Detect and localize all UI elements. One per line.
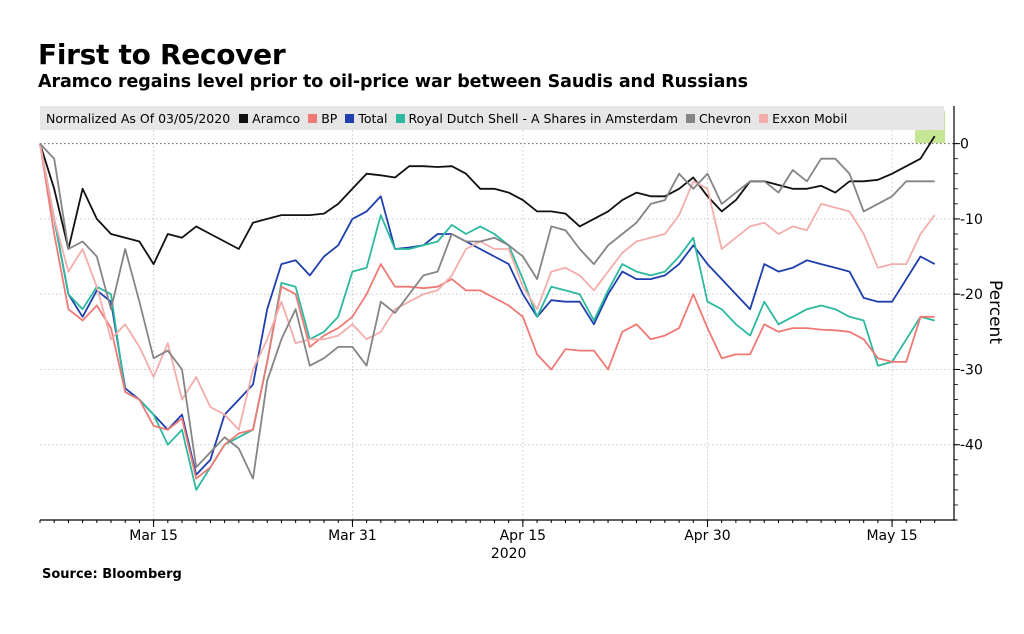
legend-item-bp: BP	[308, 111, 337, 126]
y-tick-label: -30	[960, 362, 983, 378]
legend-swatch-total	[345, 113, 355, 123]
legend-swatch-exxon	[759, 113, 769, 123]
legend-swatch-aramco	[239, 113, 249, 123]
series-line-aramco	[39, 135, 936, 266]
legend-normalization-note: Normalized As Of 03/05/2020	[46, 110, 231, 126]
y-axis-label: Percent	[985, 280, 1005, 344]
legend-item-total: Total	[345, 110, 388, 126]
x-tick-label: Apr 15	[500, 528, 546, 544]
chart-subtitle: Aramco regains level prior to oil-price …	[38, 72, 748, 92]
legend: Normalized As Of 03/05/2020 Aramco BP To…	[40, 106, 944, 130]
x-tick-label: Mar 15	[129, 528, 178, 544]
x-tick-label: May 15	[866, 528, 917, 544]
series-line-exxon-mobil	[39, 143, 936, 431]
legend-label-aramco: Aramco	[252, 110, 301, 126]
legend-swatch-chevron	[685, 113, 695, 123]
legend-label-chevron: Chevron	[698, 110, 752, 126]
x-tick-label: Apr 30	[684, 528, 730, 544]
legend-swatch-shell	[395, 113, 405, 123]
x-tick-label: Mar 31	[328, 528, 377, 544]
x-year-label: 2020	[491, 546, 527, 562]
legend-label-bp: BP	[321, 110, 338, 126]
legend-label-total: Total	[358, 110, 388, 126]
y-tick-label: -20	[960, 287, 983, 303]
legend-item-chevron: Chevron	[685, 110, 752, 126]
y-tick-label: 0	[960, 137, 969, 153]
legend-item-shell: Royal Dutch Shell - A Shares in Amsterda…	[395, 110, 678, 126]
legend-swatch-bp	[308, 113, 318, 123]
y-tick-label: -40	[960, 438, 983, 454]
legend-label-exxon: Exxon Mobil	[772, 110, 848, 126]
legend-label-shell: Royal Dutch Shell - A Shares in Amsterda…	[408, 110, 678, 126]
legend-item-aramco: Aramco	[239, 111, 300, 126]
series-line-bp	[39, 143, 935, 480]
chart-title: First to Recover	[38, 38, 286, 71]
series-line-royal-dutch-shell-a-shares-in-amsterdam	[39, 143, 935, 491]
legend-item-exxon: Exxon Mobil	[759, 111, 847, 126]
source-note: Source: Bloomberg	[42, 567, 182, 582]
y-tick-label: -10	[960, 212, 983, 228]
series-line-chevron	[39, 142, 935, 480]
